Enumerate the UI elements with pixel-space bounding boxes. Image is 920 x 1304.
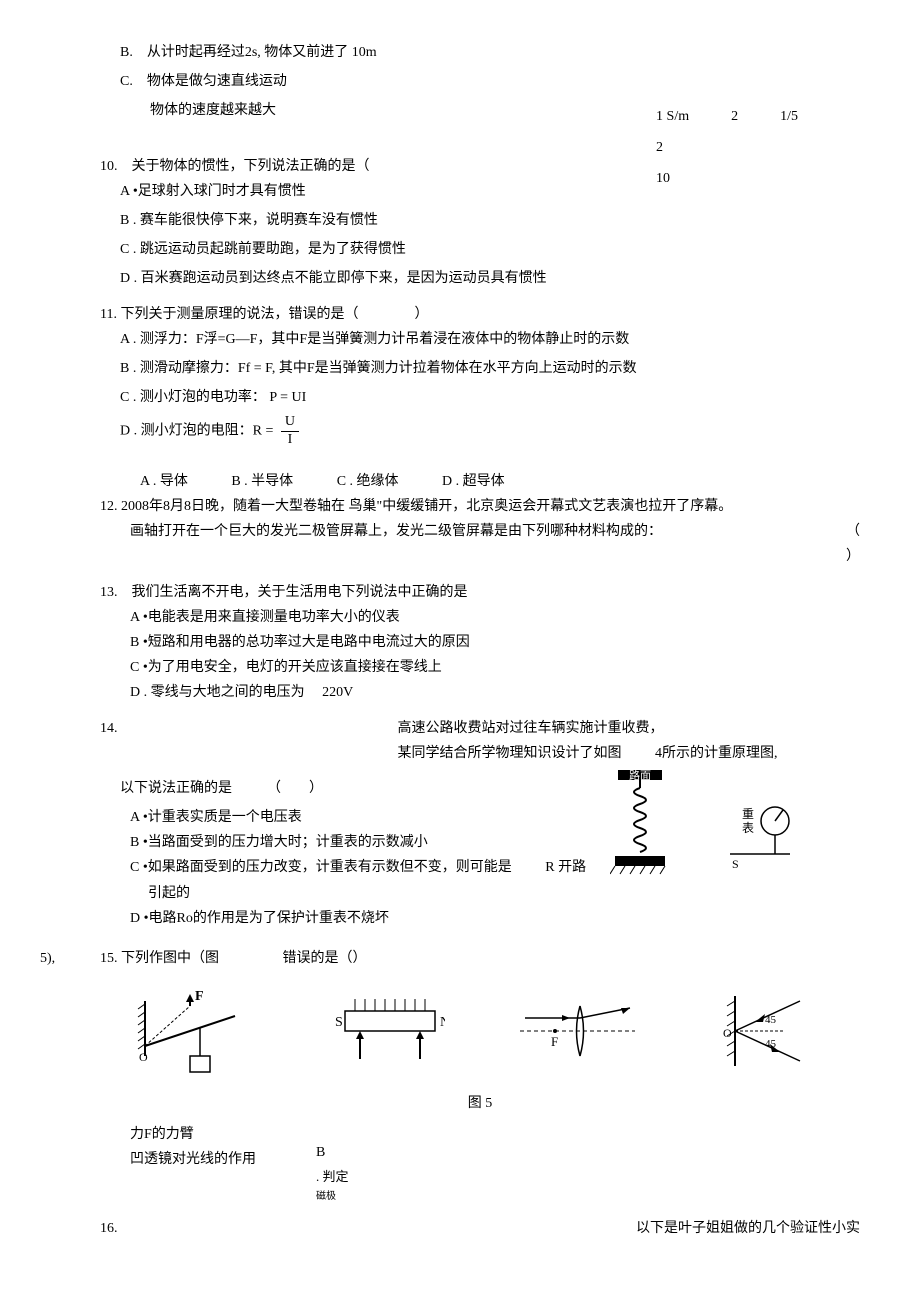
q14-c2: 引起的 xyxy=(148,881,860,906)
q12-paren1: （ xyxy=(846,519,860,544)
q10-a: A •足球射入球门时才具有惯性 xyxy=(120,179,860,204)
svg-text:O: O xyxy=(139,1050,148,1064)
q13-a: A •电能表是用来直接测量电功率大小的仪表 xyxy=(130,605,860,630)
q10-b: B . 赛车能很快停下来，说明赛车没有惯性 xyxy=(120,208,860,233)
q12-c: C . 绝缘体 xyxy=(337,474,399,489)
q16-text: 以下是叶子姐姐做的几个验证性小实 xyxy=(636,1216,860,1241)
q10-c: C . 跳远运动员起跳前要助跑，是为了获得惯性 xyxy=(120,237,860,262)
lever-diagram: F O xyxy=(135,991,255,1071)
spring-diagram: 路面 xyxy=(610,766,670,876)
q13-c: C •为了用电安全，电灯的开关应该直接接在零线上 xyxy=(130,655,860,680)
pre-question: B. 从计时起再经过2s, 物体又前进了 10m C. 物体是做匀速直线运动 物… xyxy=(100,40,860,124)
q11-d: D . 测小灯泡的电阻：R = U I xyxy=(120,414,860,449)
q15-caption: 图 5 xyxy=(100,1091,860,1116)
svg-text:45: 45 xyxy=(765,1038,777,1050)
magnet-diagram: S N xyxy=(325,991,445,1071)
svg-text:F: F xyxy=(551,1034,558,1049)
q14-line2: 某同学结合所学物理知识设计了如图 xyxy=(398,746,622,761)
q15-stem: 15. 下列作图中（图 xyxy=(100,951,219,966)
svg-text:F: F xyxy=(195,989,204,1004)
question-11: 11. 下列关于测量原理的说法，错误的是（ ） A . 测浮力：F浮=G—F，其… xyxy=(100,302,860,449)
q11-c: C . 测小灯泡的电功率： P = UI xyxy=(120,385,860,410)
lens-diagram: F xyxy=(515,991,635,1071)
q15-label-a: 力F的力臂 xyxy=(130,1122,256,1147)
svg-text:45: 45 xyxy=(765,1014,777,1026)
meter-svg: 重 表 S xyxy=(730,796,800,876)
svg-text:N: N xyxy=(440,1015,445,1030)
q12-line2: 画轴打开在一个巨大的发光二极管屏幕上，发光二级管屏幕是由下列哪种材料构成的： xyxy=(130,524,662,539)
meter-label-1: 重 xyxy=(742,807,754,821)
margin-note: 5), xyxy=(40,946,55,971)
q14-line1: 高速公路收费站对过往车辆实施计重收费， xyxy=(398,716,778,741)
q13-b: B •短路和用电器的总功率过大是电路中电流过大的原因 xyxy=(130,630,860,655)
q15-label-b4: 磁极 xyxy=(316,1188,349,1206)
pre-optC: C. 物体是做匀速直线运动 xyxy=(120,69,860,94)
mirror-diagram: 45 45 O xyxy=(705,991,825,1071)
q12-line1: 12. 2008年8月8日晚，随着一大型卷轴在 鸟巢"中缓缓铺开，北京奥运会开幕… xyxy=(100,494,860,519)
q15-label-b: 凹透镜对光线的作用 xyxy=(130,1147,256,1172)
q12-choices: A . 导体 B . 半导体 C . 绝缘体 D . 超导体 xyxy=(140,469,860,494)
pre-optB: B. 从计时起再经过2s, 物体又前进了 10m xyxy=(120,40,860,65)
question-15: 15. 下列作图中（图 错误的是（） F O xyxy=(100,946,860,1207)
q11-b: B . 测滑动摩擦力：Ff = F, 其中F是当弹簧测力计拉着物体在水平方向上运… xyxy=(120,356,860,381)
q11-fraction: U I xyxy=(281,414,299,449)
question-16: 16. 以下是叶子姐姐做的几个验证性小实 xyxy=(100,1216,860,1241)
q12-b: B . 半导体 xyxy=(231,474,293,489)
question-12: A . 导体 B . 半导体 C . 绝缘体 D . 超导体 12. 2008年… xyxy=(100,469,860,570)
q14-diagram: 路面 xyxy=(610,766,800,876)
svg-text:S: S xyxy=(335,1015,343,1030)
q12-paren2: ） xyxy=(100,544,860,569)
q15-stem2: 错误的是（） xyxy=(283,951,367,966)
q11-a: A . 测浮力：F浮=G—F，其中F是当弹簧测力计吊着浸在液体中的物体静止时的示… xyxy=(120,327,860,352)
q11-stem: 11. 下列关于测量原理的说法，错误的是（ ） xyxy=(100,302,860,327)
spring-svg: 路面 xyxy=(610,766,670,876)
question-10: 10. 关于物体的惯性，下列说法正确的是（ A •足球射入球门时才具有惯性 B … xyxy=(100,154,860,292)
q16-num: 16. xyxy=(100,1216,118,1241)
q10-stem: 10. 关于物体的惯性，下列说法正确的是（ xyxy=(100,154,860,179)
q14-num: 14. xyxy=(100,716,118,766)
q14-line2-after: 4所示的计重原理图, xyxy=(655,746,778,761)
q15-diagrams: F O S N xyxy=(100,991,860,1071)
q15-label-b2: B xyxy=(316,1140,349,1165)
svg-text:O: O xyxy=(723,1026,732,1040)
meter-diagram: 重 表 S xyxy=(730,796,800,876)
q12-d: D . 超导体 xyxy=(442,474,505,489)
q14-c-label: R 开路 xyxy=(545,860,586,875)
q10-d: D . 百米赛跑运动员到达终点不能立即停下来，是因为运动员具有惯性 xyxy=(120,266,860,291)
pre-optC2: 物体的速度越来越大 xyxy=(150,98,860,123)
q15-label-b3: . 判定 xyxy=(316,1165,349,1188)
s-label: S xyxy=(732,857,739,871)
question-13: 13. 我们生活离不开电，关于生活用电下列说法中正确的是 A •电能表是用来直接… xyxy=(100,580,860,706)
q14-d: D •电路Ro的作用是为了保护计重表不烧坏 xyxy=(130,906,860,931)
q13-stem: 13. 我们生活离不开电，关于生活用电下列说法中正确的是 xyxy=(100,580,860,605)
q12-a: A . 导体 xyxy=(140,474,188,489)
question-14: 14. 高速公路收费站对过往车辆实施计重收费， 某同学结合所学物理知识设计了如图… xyxy=(100,716,860,936)
q13-d: D . 零线与大地之间的电压为 220V xyxy=(130,680,860,705)
q14-c: C •如果路面受到的压力改变，计重表有示数但不变，则可能是 xyxy=(130,860,512,875)
meter-label-2: 表 xyxy=(742,821,754,835)
